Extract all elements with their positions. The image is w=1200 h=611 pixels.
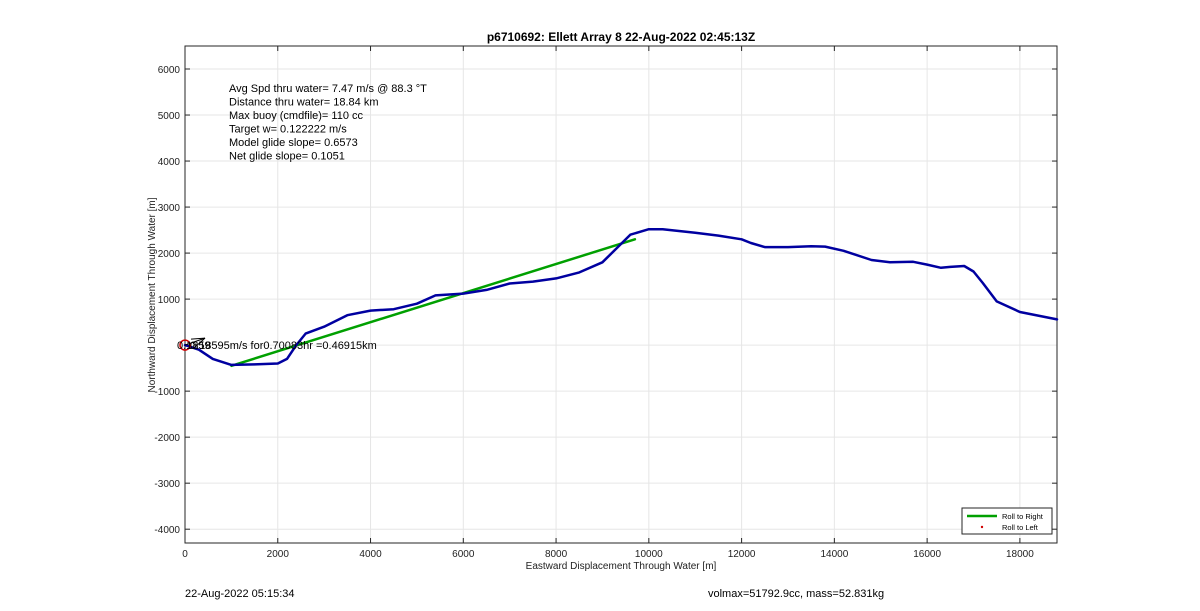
x-tick-label: 16000 <box>913 549 941 560</box>
y-tick-label: 1000 <box>158 295 181 306</box>
x-tick-label: 18000 <box>1006 549 1034 560</box>
legend-entry-label: Roll to Left <box>1002 523 1039 532</box>
current-label-overlap: 0.1859 <box>177 340 211 352</box>
x-tick-label: 14000 <box>820 549 848 560</box>
x-tick-label: 0 <box>182 549 188 560</box>
glider-track-line <box>183 227 1059 367</box>
y-tick-label: 4000 <box>158 157 181 168</box>
annotation-line: Target w= 0.122222 m/s <box>229 124 347 136</box>
x-axis-label: Eastward Displacement Through Water [m] <box>526 561 717 572</box>
current-arrow-shaft <box>184 337 206 346</box>
y-tick-label: -2000 <box>154 433 180 444</box>
plot-frame <box>184 45 1058 544</box>
x-tick-label: 8000 <box>545 549 568 560</box>
annotation-line: Net glide slope= 0.1051 <box>229 151 345 163</box>
legend-box <box>961 507 1053 535</box>
y-tick-label: 5000 <box>158 111 181 122</box>
series-line-roll-to-right <box>230 238 637 368</box>
plot-area: 0 2000 4000 6000 8000 10000 12000 14000 16000 180… <box>154 45 1059 560</box>
x-tick-label: 10000 <box>635 549 663 560</box>
current-arrow-head-a <box>190 337 206 340</box>
x-tick-label: 12000 <box>728 549 756 560</box>
y-axis-label: Northward Displacement Through Water [m] <box>147 197 158 392</box>
footer-timestamp: 22-Aug-2022 05:15:34 <box>185 588 295 600</box>
legend-swatch-dot <box>980 525 984 529</box>
start-marker <box>179 339 191 351</box>
annotation-line: Avg Spd thru water= 7.47 m/s @ 88.3 °T <box>229 83 427 95</box>
y-tick-label: -4000 <box>154 525 180 536</box>
x-tick-label: 2000 <box>267 549 290 560</box>
footer-volmax-mass: volmax=51792.9cc, mass=52.831kg <box>708 588 885 600</box>
current-arrow-head-b <box>194 337 206 348</box>
y-tick-label: 6000 <box>158 65 181 76</box>
annotation-line: Max buoy (cmdfile)= 110 cc <box>229 110 363 122</box>
x-tick-label: 6000 <box>452 549 475 560</box>
chart-title: p6710692: Ellett Array 8 22-Aug-2022 02:… <box>487 30 755 44</box>
current-label: 0.18595m/s for0.70083hr =0.46915km <box>190 340 377 352</box>
y-tick-label: -1000 <box>154 387 180 398</box>
legend-entry-label: Roll to Right <box>1002 512 1044 521</box>
annotation-line: Model glide slope= 0.6573 <box>229 137 358 149</box>
x-tick-label: 4000 <box>359 549 382 560</box>
annotation-line: Distance thru water= 18.84 km <box>229 97 379 109</box>
y-tick-label: 3000 <box>158 203 181 214</box>
y-tick-label: -3000 <box>154 479 180 490</box>
y-tick-label: 2000 <box>158 249 181 260</box>
